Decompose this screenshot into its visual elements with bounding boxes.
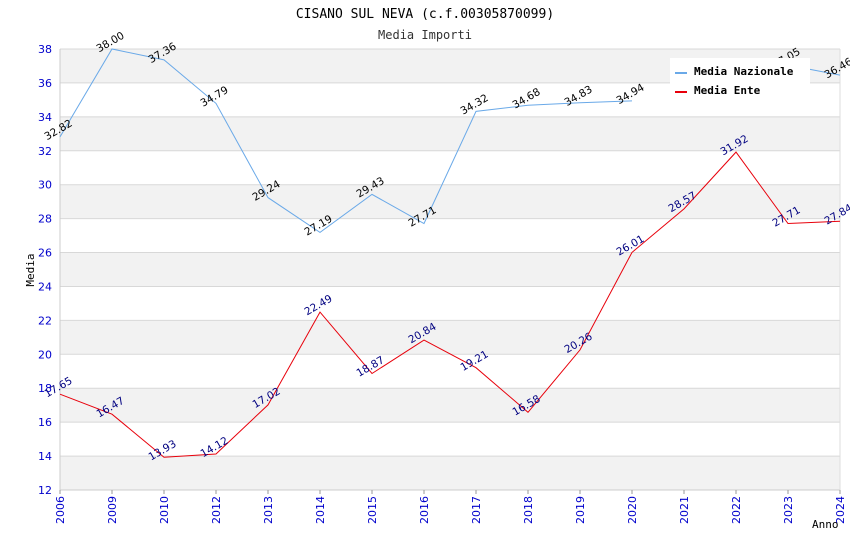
- legend-label-ente: Media Ente: [694, 84, 761, 97]
- data-label-nazionale: 34.79: [198, 84, 230, 109]
- grid-band: [60, 252, 840, 287]
- x-tick-labels: 2006 2009 2010 2012 2013 2014 2015 2016 2017 2018…: [54, 490, 847, 524]
- y-tick-label: 26: [38, 247, 52, 260]
- grid-band: [60, 184, 840, 219]
- x-tick-label: 2013: [262, 496, 275, 524]
- legend: Media Nazionale Media Ente: [670, 58, 810, 102]
- x-axis-label: Anno: [812, 518, 839, 531]
- y-tick-label: 30: [38, 179, 52, 192]
- series-line-nazionale: [59, 48, 633, 234]
- x-tick-label: 2006: [54, 496, 67, 524]
- data-label-nazionale: 34.83: [562, 83, 594, 108]
- grid-band: [60, 320, 840, 355]
- grid-band: [60, 456, 840, 490]
- legend-label-nazionale: Media Nazionale: [694, 65, 794, 78]
- grid-band: [60, 388, 840, 423]
- x-tick-label: 2019: [574, 496, 587, 524]
- y-tick-label: 32: [38, 145, 52, 158]
- y-tick-label: 14: [38, 450, 52, 463]
- y-tick-label: 28: [38, 213, 52, 226]
- x-tick-label: 2012: [210, 496, 223, 524]
- grid-bands: [60, 49, 840, 490]
- x-tick-label: 2023: [782, 496, 795, 524]
- data-label-nazionale: 34.94: [614, 81, 646, 107]
- grid-band: [60, 116, 840, 151]
- y-tick-label: 12: [38, 484, 52, 497]
- legend-box: [670, 58, 810, 102]
- chart-subtitle: Media Importi: [378, 28, 472, 42]
- x-tick-label: 2022: [730, 496, 743, 524]
- y-tick-label: 20: [38, 348, 52, 361]
- y-tick-labels: 12 14 16 18 20 22 24 26 28 30 32 34 36 38: [38, 43, 52, 497]
- y-tick-label: 24: [38, 280, 52, 293]
- x-tick-label: 2010: [158, 496, 171, 524]
- axes: [59, 49, 841, 491]
- y-axis-label: Media: [24, 253, 37, 286]
- data-label-nazionale: 34.68: [510, 86, 542, 111]
- x-tick-label: 2015: [366, 496, 379, 524]
- y-tick-label: 18: [38, 382, 52, 395]
- x-tick-label: 2014: [314, 496, 327, 524]
- y-tick-label: 16: [38, 416, 52, 429]
- gridlines: [60, 48, 840, 491]
- x-tick-label: 2020: [626, 496, 639, 524]
- y-tick-label: 22: [38, 314, 52, 327]
- x-tick-label: 2018: [522, 496, 535, 524]
- x-tick-label: 2016: [418, 496, 431, 524]
- series-line-ente: [59, 151, 841, 458]
- x-tick-label: 2021: [678, 496, 691, 524]
- y-tick-label: 36: [38, 77, 52, 90]
- x-tick-label: 2024: [834, 496, 847, 524]
- y-tick-label: 38: [38, 43, 52, 56]
- x-tick-label: 2009: [106, 496, 119, 524]
- y-tick-label: 34: [38, 111, 52, 124]
- x-tick-label: 2017: [470, 496, 483, 524]
- chart-title: CISANO SUL NEVA (c.f.00305870099): [296, 7, 554, 22]
